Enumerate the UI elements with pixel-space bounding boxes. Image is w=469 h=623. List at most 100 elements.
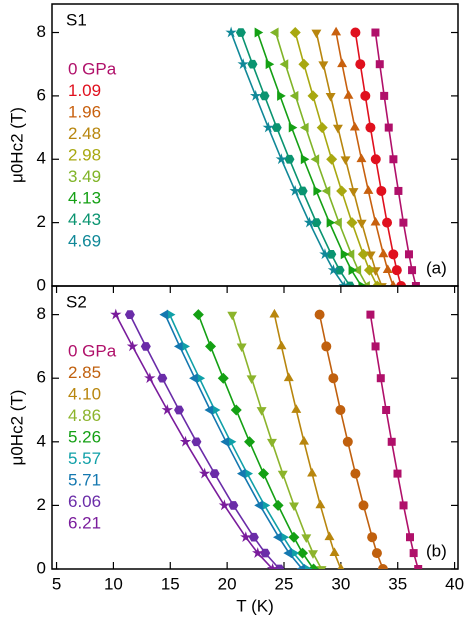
data-point [316,122,328,134]
y-tick-label: 0 [37,558,46,577]
data-point [326,217,336,228]
panel-label: (a) [426,258,447,277]
data-point [211,405,221,415]
data-point [363,185,374,194]
data-point [289,184,301,196]
data-point [228,501,239,510]
data-point [235,28,246,37]
legend-entry: 6.21 [68,513,101,532]
sample-label: S2 [66,292,87,311]
legend-entry: 2.98 [68,145,101,164]
data-point [144,372,156,384]
data-point [225,26,237,38]
data-point [288,122,298,133]
x-tick-label: 10 [104,574,123,593]
data-point [283,548,292,559]
data-point [348,188,359,197]
data-point [244,436,256,448]
series-line [374,32,417,286]
series-line [197,314,315,569]
data-point [157,373,168,383]
data-point [316,566,327,569]
data-point [326,153,338,165]
data-point [387,437,396,446]
data-point [366,310,375,319]
data-point [259,91,270,101]
legend-entry: 4.69 [68,231,101,250]
data-point [310,154,320,165]
data-point [371,342,380,351]
data-point [247,59,258,69]
legend-entry: 3.49 [68,167,101,186]
data-point [299,122,309,133]
data-point [376,185,387,196]
data-point [371,280,383,286]
data-point [275,153,288,165]
data-point [265,59,275,70]
data-point [289,90,299,101]
data-point [333,217,342,228]
data-point [334,265,345,275]
data-point [336,185,348,197]
x-tick-label: 35 [388,574,407,593]
data-point [365,122,376,133]
series-line [168,314,308,569]
data-point [280,532,290,543]
data-point [297,186,308,196]
data-point [308,563,320,569]
data-point [350,27,361,38]
data-point [254,500,263,511]
data-point [288,531,300,543]
data-point [174,405,185,415]
data-point [218,499,231,511]
data-point [236,343,247,353]
data-point [271,123,282,132]
legend-entry: 5.57 [68,449,101,468]
data-point [378,248,389,258]
y-tick-label: 4 [37,431,46,450]
data-point [332,124,343,134]
data-point [414,565,423,569]
data-point [325,93,336,102]
data-point [205,340,217,352]
data-point [204,405,214,415]
data-point [181,341,191,352]
legend-entry: 4.43 [68,210,101,229]
y-tick-label: 8 [37,304,46,323]
data-point [140,342,151,351]
data-point [375,60,384,69]
legend-entry: 0 GPa [68,341,117,360]
series-line [164,314,303,569]
legend-entry: 4.10 [68,384,101,403]
data-point [289,502,299,512]
data-point [161,404,174,415]
data-point [307,90,319,102]
data-point [240,531,252,543]
series-line [274,32,368,286]
y-tick-label: 2 [37,495,46,514]
data-point [266,438,277,448]
data-point [337,563,345,569]
data-point [337,58,348,68]
data-point [329,547,340,556]
data-point [367,532,378,543]
x-tick-label: 40 [445,574,464,593]
data-point [388,249,399,260]
y-tick-label: 8 [37,22,46,41]
y-tick-label: 6 [37,368,46,387]
data-point [318,61,329,70]
data-point [335,405,346,416]
data-point [289,27,301,39]
legend-entry: 1.09 [68,81,101,100]
y-tick-label: 6 [37,85,46,104]
data-point [345,249,355,260]
sample-label: S1 [66,10,87,29]
data-point [382,264,393,274]
data-point [384,123,393,132]
data-point [291,404,302,413]
legend-entry: 4.86 [68,406,101,425]
y-axis-label: μ0Hc2 (T) [7,390,26,466]
data-point [389,155,398,164]
x-tick-label: 15 [161,574,180,593]
data-point [406,533,415,542]
